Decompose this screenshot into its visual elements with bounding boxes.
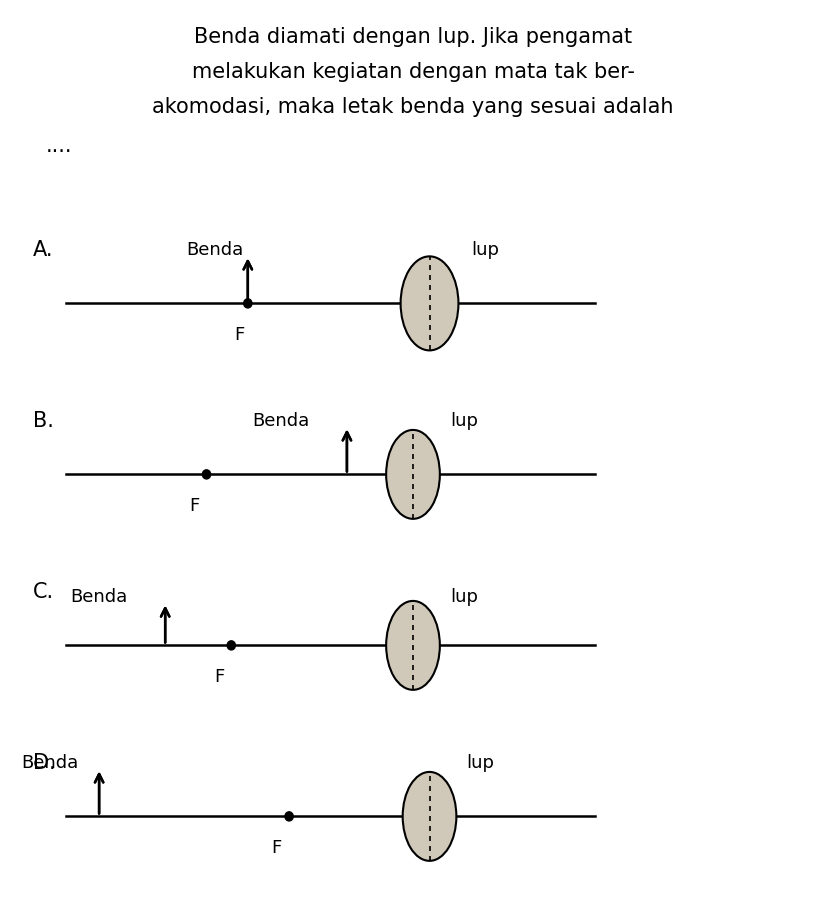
Text: A.: A. <box>33 240 54 260</box>
Text: lup: lup <box>467 752 495 771</box>
Text: ....: .... <box>45 136 72 156</box>
Text: lup: lup <box>450 411 478 429</box>
Text: lup: lup <box>450 588 478 605</box>
Text: akomodasi, maka letak benda yang sesuai adalah: akomodasi, maka letak benda yang sesuai … <box>152 97 674 117</box>
Text: melakukan kegiatan dengan mata tak ber-: melakukan kegiatan dengan mata tak ber- <box>192 62 634 82</box>
Text: Benda diamati dengan lup. Jika pengamat: Benda diamati dengan lup. Jika pengamat <box>194 27 632 47</box>
Text: Benda: Benda <box>21 752 78 771</box>
Text: F: F <box>189 496 199 515</box>
Text: Benda: Benda <box>252 411 310 429</box>
Text: lup: lup <box>471 241 499 259</box>
Text: B.: B. <box>33 410 54 430</box>
Text: F: F <box>235 326 244 343</box>
Text: F: F <box>214 668 224 685</box>
Text: Benda: Benda <box>186 241 244 259</box>
Text: Benda: Benda <box>70 588 128 605</box>
Text: D.: D. <box>33 752 55 772</box>
Text: C.: C. <box>33 581 55 601</box>
Text: F: F <box>272 838 282 856</box>
